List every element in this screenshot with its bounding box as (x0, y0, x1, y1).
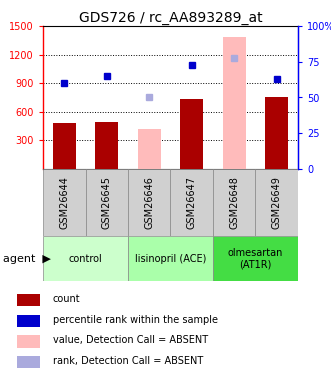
Bar (213, 236, 298, 281)
Text: GSM26645: GSM26645 (102, 176, 112, 229)
Bar (256, 169, 298, 236)
Text: olmesartan
(AT1R): olmesartan (AT1R) (228, 248, 283, 270)
Bar (222, 37, 246, 169)
Bar (170, 169, 213, 236)
Bar (17, 335, 40, 348)
Text: percentile rank within the sample: percentile rank within the sample (53, 315, 218, 325)
Text: lisinopril (ACE): lisinopril (ACE) (135, 254, 206, 264)
Title: GDS726 / rc_AA893289_at: GDS726 / rc_AA893289_at (79, 11, 262, 25)
Text: GSM26648: GSM26648 (229, 176, 239, 229)
Bar (17, 294, 40, 306)
Bar (17, 315, 40, 327)
Bar (265, 96, 288, 169)
Bar (43, 236, 128, 281)
Text: GSM26644: GSM26644 (59, 176, 69, 229)
Bar (128, 169, 170, 236)
Text: GSM26646: GSM26646 (144, 176, 154, 229)
Bar (138, 129, 161, 169)
Text: GSM26647: GSM26647 (187, 176, 197, 229)
Text: agent  ▶: agent ▶ (3, 254, 51, 264)
Bar (213, 169, 256, 236)
Text: rank, Detection Call = ABSENT: rank, Detection Call = ABSENT (53, 356, 203, 366)
Text: GSM26649: GSM26649 (272, 176, 282, 229)
Bar (180, 99, 203, 169)
Bar (53, 123, 76, 169)
Bar (128, 236, 213, 281)
Text: value, Detection Call = ABSENT: value, Detection Call = ABSENT (53, 335, 208, 345)
Bar (85, 169, 128, 236)
Bar (95, 122, 118, 169)
Text: control: control (69, 254, 102, 264)
Bar (43, 169, 85, 236)
Bar (17, 356, 40, 368)
Text: count: count (53, 294, 80, 304)
